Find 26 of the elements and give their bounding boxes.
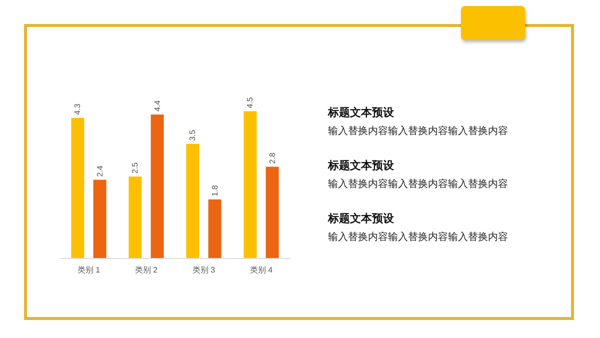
data-label: 4.5: [246, 96, 255, 108]
bar: [128, 176, 142, 258]
text: 输入替换内容输入替换内容输入替换内容: [328, 178, 509, 191]
bar: [208, 199, 222, 258]
x-tick-label: 类别 2: [134, 266, 158, 274]
text: 输入替换内容输入替换内容输入替换内容: [328, 125, 509, 138]
bar: [244, 111, 257, 258]
data-label: 4.3: [73, 103, 82, 115]
text: 标题文本预设: [328, 158, 395, 173]
data-label: 1.8: [210, 184, 220, 196]
data-label: 2.4: [95, 165, 104, 177]
text: 标题文本预设: [328, 105, 395, 120]
text: 标题文本预设: [328, 211, 395, 226]
bar: [186, 144, 200, 258]
bar: [71, 118, 84, 258]
text: 输入替换内容输入替换内容输入替换内容: [328, 231, 509, 244]
data-label: 3.5: [188, 129, 198, 141]
bar: [150, 114, 164, 258]
data-label: 2.5: [130, 162, 140, 174]
x-tick-label: 类别 3: [192, 266, 216, 274]
x-tick-label: 类别 4: [250, 266, 274, 274]
x-tick-label: 类别 1: [77, 266, 101, 274]
bar: [93, 180, 106, 258]
data-label: 2.8: [268, 152, 277, 164]
bar: [266, 166, 279, 258]
data-label: 4.4: [152, 100, 162, 112]
